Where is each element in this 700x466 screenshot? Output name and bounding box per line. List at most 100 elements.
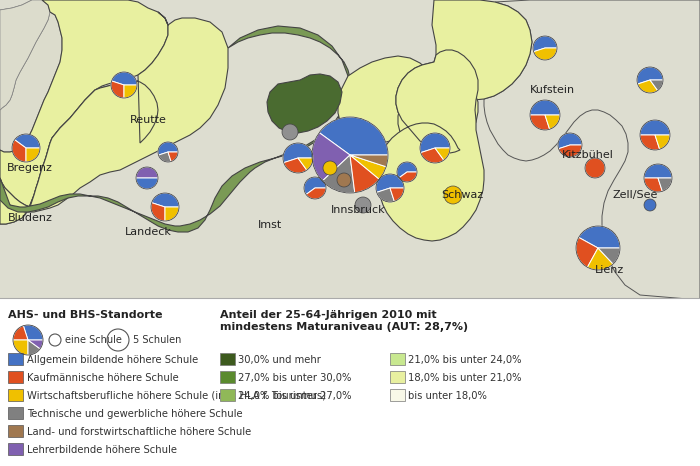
Wedge shape (165, 207, 179, 221)
Circle shape (444, 186, 462, 204)
Wedge shape (655, 135, 670, 149)
Wedge shape (435, 148, 450, 160)
Wedge shape (587, 248, 613, 270)
Wedge shape (168, 152, 178, 162)
Text: 24,0% bis unter 27,0%: 24,0% bis unter 27,0% (238, 391, 351, 401)
Wedge shape (350, 155, 388, 167)
Text: 18,0% bis unter 21,0%: 18,0% bis unter 21,0% (408, 373, 522, 383)
Text: Zell/See: Zell/See (612, 190, 658, 200)
Wedge shape (421, 148, 444, 163)
Wedge shape (13, 326, 28, 340)
Text: Imst: Imst (258, 220, 282, 230)
Wedge shape (136, 178, 158, 189)
Wedge shape (644, 164, 672, 178)
Polygon shape (0, 50, 700, 300)
Wedge shape (304, 177, 326, 194)
Wedge shape (12, 140, 26, 162)
Text: Lienz: Lienz (596, 265, 624, 275)
Circle shape (355, 197, 371, 213)
Polygon shape (338, 56, 434, 143)
FancyBboxPatch shape (390, 389, 405, 401)
Wedge shape (124, 85, 137, 98)
Wedge shape (638, 80, 657, 93)
Text: 5 Schulen: 5 Schulen (133, 335, 181, 345)
Wedge shape (545, 115, 560, 129)
Wedge shape (350, 155, 386, 179)
Polygon shape (0, 0, 50, 110)
Wedge shape (322, 155, 355, 193)
Text: Landeck: Landeck (125, 227, 172, 237)
Wedge shape (585, 158, 605, 178)
Wedge shape (650, 80, 663, 90)
FancyBboxPatch shape (220, 389, 235, 401)
FancyBboxPatch shape (8, 371, 23, 383)
Wedge shape (284, 158, 307, 173)
Wedge shape (111, 81, 124, 98)
Wedge shape (598, 248, 620, 264)
Wedge shape (576, 237, 598, 267)
Wedge shape (23, 325, 43, 340)
Wedge shape (15, 134, 40, 148)
Wedge shape (390, 188, 404, 201)
Text: Lehrerbildende höhere Schule: Lehrerbildende höhere Schule (27, 445, 177, 455)
Wedge shape (640, 135, 659, 150)
FancyBboxPatch shape (8, 425, 23, 437)
Polygon shape (484, 0, 700, 300)
Wedge shape (312, 133, 350, 181)
Wedge shape (397, 162, 417, 178)
Circle shape (337, 173, 351, 187)
Circle shape (282, 124, 298, 140)
Polygon shape (398, 80, 478, 163)
Wedge shape (559, 145, 582, 157)
Polygon shape (0, 12, 228, 212)
Wedge shape (637, 67, 663, 84)
FancyBboxPatch shape (390, 371, 405, 383)
FancyBboxPatch shape (8, 407, 23, 419)
FancyBboxPatch shape (8, 443, 23, 455)
Wedge shape (377, 188, 394, 202)
Text: Reutte: Reutte (130, 115, 167, 125)
Wedge shape (283, 143, 313, 163)
Wedge shape (298, 158, 313, 170)
Wedge shape (158, 152, 171, 162)
Wedge shape (558, 133, 582, 149)
Wedge shape (640, 120, 670, 135)
Polygon shape (396, 0, 532, 153)
Wedge shape (306, 188, 326, 199)
Text: 27,0% bis unter 30,0%: 27,0% bis unter 30,0% (238, 373, 351, 383)
Wedge shape (399, 172, 417, 182)
Wedge shape (579, 226, 620, 248)
Text: Kitzbühel: Kitzbühel (562, 150, 614, 160)
Wedge shape (13, 340, 28, 355)
Wedge shape (158, 142, 178, 155)
FancyBboxPatch shape (220, 353, 235, 365)
Wedge shape (530, 115, 550, 130)
Wedge shape (111, 72, 137, 85)
Text: Innsbruck: Innsbruck (330, 205, 385, 215)
Wedge shape (533, 36, 557, 52)
Text: Kufstein: Kufstein (529, 85, 575, 95)
Polygon shape (0, 0, 50, 110)
Wedge shape (420, 133, 450, 153)
Text: Bludenz: Bludenz (8, 213, 52, 223)
Polygon shape (267, 74, 342, 133)
Polygon shape (0, 26, 350, 232)
Text: Anteil der 25-64-Jährigen 2010 mit
mindestens Maturaniveau (AUT: 28,7%): Anteil der 25-64-Jährigen 2010 mit minde… (220, 310, 468, 332)
Wedge shape (152, 193, 179, 207)
Wedge shape (319, 117, 388, 155)
Circle shape (644, 199, 656, 211)
Text: 21,0% bis unter 24,0%: 21,0% bis unter 24,0% (408, 355, 522, 365)
Text: Land- und forstwirtschaftliche höhere Schule: Land- und forstwirtschaftliche höhere Sc… (27, 427, 251, 437)
Text: bis unter 18,0%: bis unter 18,0% (408, 391, 487, 401)
FancyBboxPatch shape (220, 371, 235, 383)
Polygon shape (0, 80, 158, 224)
Text: AHS- und BHS-Standorte: AHS- und BHS-Standorte (8, 310, 162, 320)
FancyBboxPatch shape (8, 353, 23, 365)
Text: Schwaz: Schwaz (441, 190, 483, 200)
Wedge shape (28, 340, 40, 355)
Wedge shape (26, 148, 40, 162)
Polygon shape (0, 0, 168, 224)
Wedge shape (28, 340, 43, 349)
Text: Kaufmännische höhere Schule: Kaufmännische höhere Schule (27, 373, 178, 383)
Wedge shape (644, 178, 662, 192)
